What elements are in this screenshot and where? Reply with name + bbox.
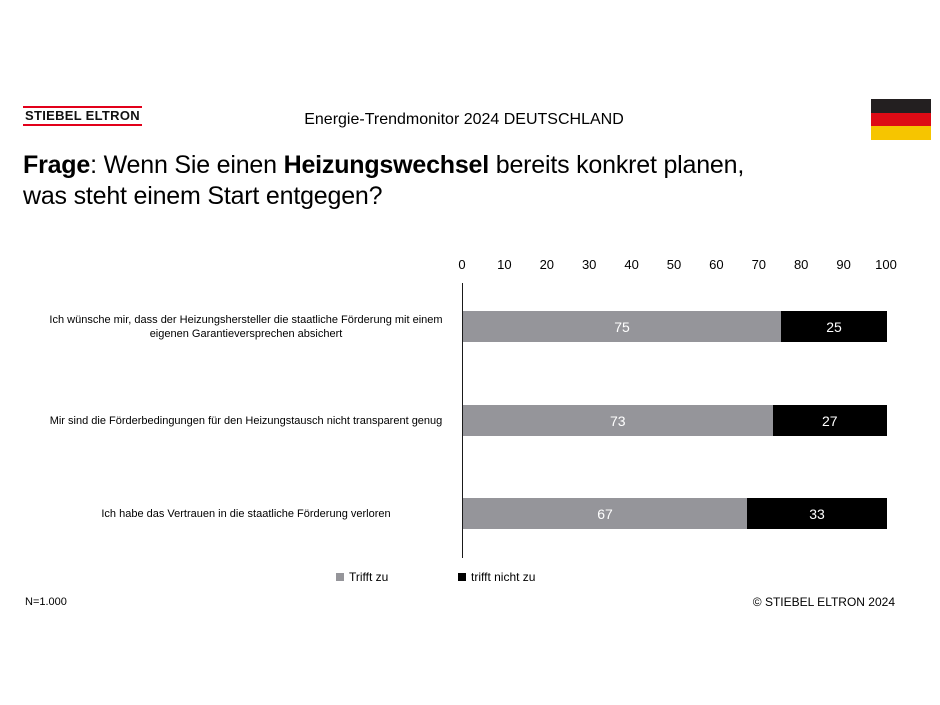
- bar-value-label: 33: [809, 505, 825, 522]
- x-tick-label: 90: [836, 257, 851, 272]
- legend-item-trifft-zu: Trifft zu: [336, 570, 388, 584]
- legend-swatch: [336, 573, 344, 581]
- legend-label: Trifft zu: [349, 570, 389, 584]
- legend-swatch: [458, 573, 466, 581]
- x-tick-label: 80: [793, 257, 809, 272]
- question-title: Frage: Wenn Sie einen Heizungswechsel be…: [23, 150, 923, 212]
- question-text-2: bereits konkret planen,: [489, 151, 745, 179]
- legend-label: trifft nicht zu: [471, 570, 536, 584]
- flag-stripe-black: [871, 99, 931, 113]
- x-tick-label: 30: [581, 257, 597, 272]
- sample-size: N=1.000: [25, 596, 67, 608]
- question-lead: Frage: [23, 151, 91, 179]
- bar-value-label: 75: [614, 318, 630, 335]
- bar-row: 75 25: [463, 311, 887, 342]
- question-separator: :: [90, 151, 104, 179]
- category-label: Ich wünsche mir, dass der Heizungsherste…: [49, 313, 443, 340]
- bar-segment-trifft-zu: 73: [463, 405, 773, 436]
- x-tick-label: 10: [497, 257, 512, 272]
- bar-segment-trifft-nicht-zu: 25: [781, 311, 887, 342]
- x-tick-label: 40: [624, 257, 639, 272]
- category-label: Mir sind die Förderbedingungen für den H…: [49, 414, 443, 427]
- report-title: Energie-Trendmonitor 2024 DEUTSCHLAND: [304, 111, 624, 128]
- legend-item-trifft-nicht-zu: trifft nicht zu: [458, 570, 535, 584]
- question-text-3: was steht einem Start entgegen?: [23, 182, 383, 210]
- bar-segment-trifft-nicht-zu: 27: [772, 405, 887, 436]
- bar-segment-trifft-nicht-zu: 33: [747, 498, 887, 529]
- bar-value-label: 25: [826, 318, 842, 335]
- y-axis-line: [462, 283, 463, 558]
- bar-value-label: 67: [597, 505, 613, 522]
- bar-row: 73 27: [463, 405, 887, 436]
- question-keyword: Heizungswechsel: [283, 151, 490, 179]
- bar-value-label: 73: [609, 412, 626, 429]
- flag-stripe-gold: [871, 126, 931, 141]
- x-tick-label: 20: [539, 257, 555, 272]
- bar-row: 67 33: [463, 498, 887, 529]
- copyright: © STIEBEL ELTRON 2024: [752, 595, 895, 609]
- question-text-1: Wenn Sie einen: [103, 151, 284, 179]
- x-tick-label: 60: [709, 257, 724, 272]
- bar-value-label: 27: [821, 412, 838, 429]
- bar-segment-trifft-zu: 75: [463, 311, 781, 342]
- category-label: Ich habe das Vertrauen in die staatliche…: [101, 507, 391, 520]
- flag-stripe-red: [871, 112, 931, 127]
- x-tick-label: 0: [458, 257, 466, 272]
- x-tick-label: 100: [875, 257, 897, 272]
- bar-segment-trifft-zu: 67: [463, 498, 748, 529]
- x-tick-label: 50: [666, 257, 682, 272]
- x-tick-label: 70: [751, 257, 767, 272]
- stiebel-eltron-logo: STIEBEL ELTRON: [23, 106, 142, 126]
- german-flag-icon: [871, 99, 931, 141]
